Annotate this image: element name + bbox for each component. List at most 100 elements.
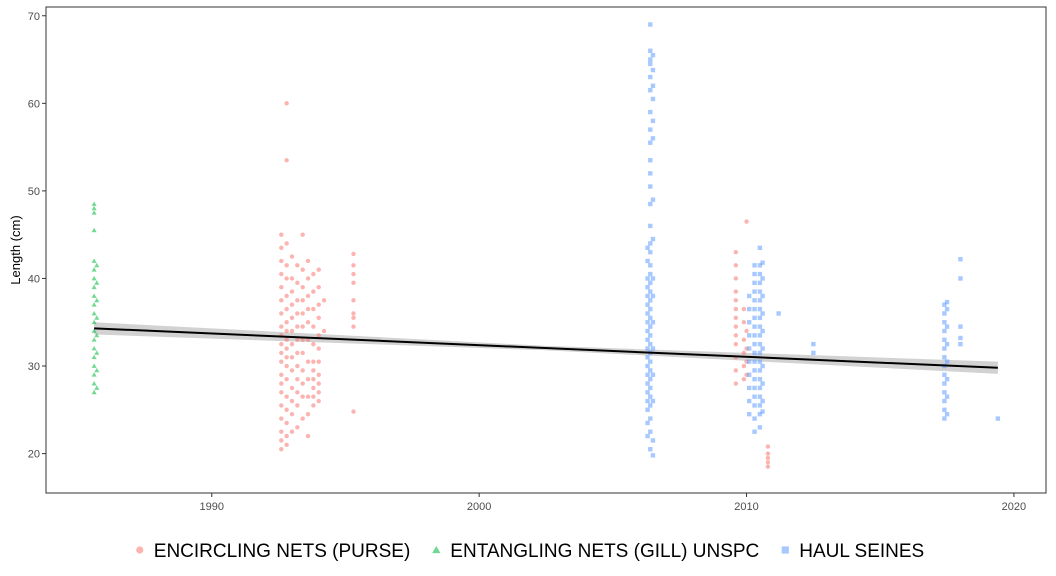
data-point [747,306,752,312]
data-point [645,363,650,369]
data-point [284,420,289,426]
data-point [645,355,650,360]
data-point [321,328,327,334]
data-point [279,447,284,452]
data-point [757,263,763,268]
data-point [289,302,295,307]
data-point [305,306,311,312]
data-point [760,409,765,414]
data-point [733,368,739,373]
data-point [316,381,321,386]
data-point [733,306,739,312]
data-point [757,368,763,373]
data-point [648,249,653,255]
data-point [648,403,653,408]
data-point [279,359,284,364]
data-point [752,350,757,356]
data-point [91,389,97,395]
data-point [741,363,747,369]
data-point [752,341,757,347]
data-point [733,263,739,268]
data-point [648,241,653,246]
data-point [311,324,316,329]
data-point [289,398,295,404]
legend-item-entangling-nets-gill-unspc: ENTANGLING NETS (GILL) UNSPC [432,541,759,562]
data-point [747,385,752,391]
data-point [289,315,295,321]
data-point [91,258,97,263]
data-point [305,376,311,382]
data-point [311,306,316,312]
data-point [284,328,289,334]
data-point [284,407,289,413]
data-point [351,271,356,277]
data-point [752,376,757,382]
data-point [91,293,97,298]
data-point [752,280,757,286]
data-point [311,271,316,277]
data-point [648,61,653,67]
data-point [944,376,950,382]
data-point [648,341,653,347]
data-point [648,394,653,399]
data-point [757,376,763,382]
data-point [94,367,100,373]
data-point [944,306,950,312]
data-point [645,302,650,307]
data-point [645,381,650,386]
data-point [648,333,653,338]
data-point [752,298,757,303]
data-point [958,256,963,262]
data-point [765,460,771,465]
data-point [650,52,656,58]
data-point [305,293,311,299]
series-entangling-nets-gill-unspc [91,201,100,395]
data-point [91,372,97,377]
data-point [757,315,763,321]
data-point [645,407,650,413]
data-point [648,298,653,303]
legend-key [432,545,441,554]
legend: ENCIRCLING NETS (PURSE) ENTANGLING NETS (… [136,541,924,562]
points-layer [91,22,1001,469]
data-point [752,394,757,399]
data-point [311,341,316,347]
data-point [316,390,321,395]
data-point [645,285,650,290]
data-point [91,319,97,325]
legend-label: ENTANGLING NETS (GILL) UNSPC [450,541,759,562]
data-point [757,403,763,408]
data-point [295,311,300,316]
data-point [741,306,747,312]
data-point [648,57,653,62]
y-tick-label: 70 [28,11,40,23]
data-point [942,337,947,342]
data-point [295,376,300,382]
data-point [284,376,289,382]
data-point [284,394,289,399]
data-point [760,276,765,281]
data-point [747,359,752,364]
data-point [811,341,816,347]
data-point [91,328,97,333]
data-point [744,328,749,334]
data-point [311,368,316,373]
data-point [757,298,763,303]
data-point [645,337,650,342]
data-point [650,118,656,124]
data-point [284,158,289,163]
data-point [279,285,284,290]
data-point [284,306,289,312]
data-point [645,420,650,426]
data-point [289,368,295,373]
data-point [942,320,947,325]
data-point [648,22,653,27]
data-point [91,275,97,281]
legend-label: HAUL SEINES [799,541,924,562]
data-point [279,390,284,395]
data-point [279,350,284,356]
data-point [91,381,97,386]
data-point [944,299,950,305]
data-point [279,416,284,421]
